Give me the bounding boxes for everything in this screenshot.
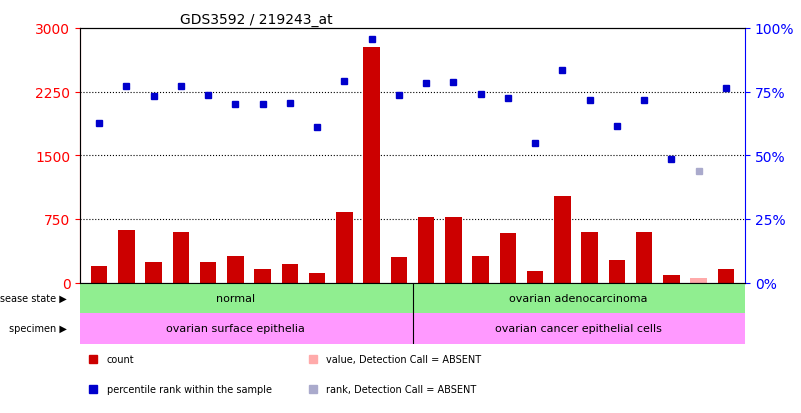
Bar [500, 234, 516, 283]
Bar [413, 313, 745, 344]
Bar [718, 269, 734, 283]
Text: ovarian surface epithelia: ovarian surface epithelia [166, 323, 305, 334]
Text: percentile rank within the sample: percentile rank within the sample [107, 385, 272, 394]
Text: normal: normal [215, 293, 255, 303]
Bar [173, 233, 189, 283]
Bar [309, 273, 325, 283]
Bar [554, 197, 570, 283]
Bar [582, 233, 598, 283]
Bar [663, 275, 679, 283]
Text: GDS3592 / 219243_at: GDS3592 / 219243_at [179, 12, 332, 26]
Bar [690, 279, 706, 283]
Text: rank, Detection Call = ABSENT: rank, Detection Call = ABSENT [326, 385, 477, 394]
Bar [227, 256, 244, 283]
Bar [445, 218, 461, 283]
Bar [200, 263, 216, 283]
Bar [282, 265, 298, 283]
Bar [391, 257, 407, 283]
Text: ovarian adenocarcinoma: ovarian adenocarcinoma [509, 293, 648, 303]
Bar [609, 260, 625, 283]
Bar [91, 266, 107, 283]
Bar [119, 230, 135, 283]
Bar [255, 270, 271, 283]
Bar [473, 256, 489, 283]
Text: count: count [107, 354, 135, 364]
Bar [364, 47, 380, 283]
Bar [336, 213, 352, 283]
Bar [80, 283, 413, 313]
Bar [413, 283, 745, 313]
Text: specimen ▶: specimen ▶ [9, 323, 66, 334]
Bar [636, 233, 652, 283]
Bar [146, 263, 162, 283]
Text: value, Detection Call = ABSENT: value, Detection Call = ABSENT [326, 354, 481, 364]
Bar [80, 313, 413, 344]
Bar [418, 218, 434, 283]
Text: ovarian cancer epithelial cells: ovarian cancer epithelial cells [495, 323, 662, 334]
Bar [527, 271, 543, 283]
Text: disease state ▶: disease state ▶ [0, 293, 66, 303]
